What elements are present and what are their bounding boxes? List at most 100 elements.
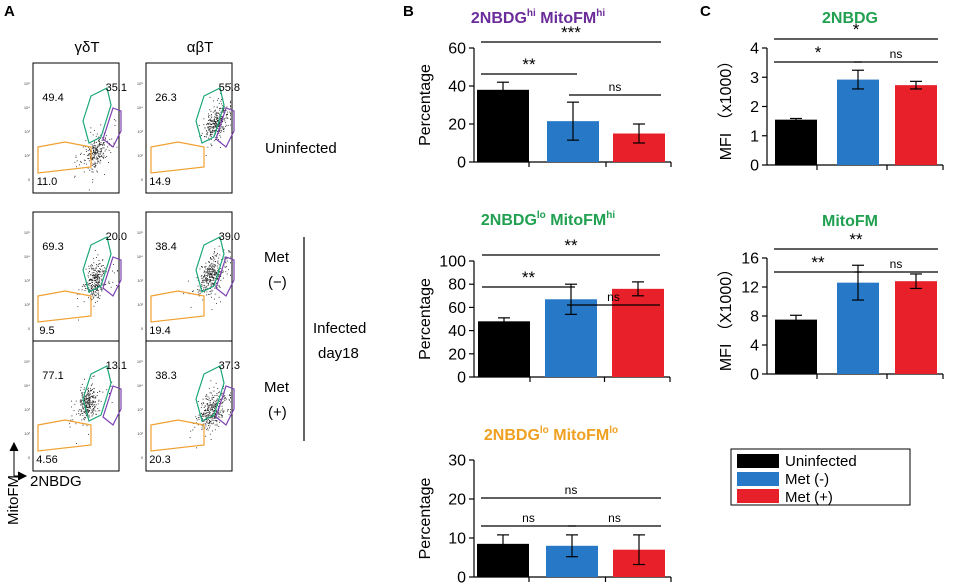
- error-bar: [497, 534, 509, 554]
- row-label-infected-1: Infected: [313, 320, 366, 337]
- tick-label: 10²: [24, 431, 30, 436]
- gate-purple: [215, 107, 235, 148]
- chart-title: 2NBDGhi MitoFMhi: [471, 8, 605, 27]
- y-tick-label: 30: [448, 453, 466, 470]
- gate-orange: [37, 141, 92, 174]
- y-tick-label: 1: [750, 128, 759, 145]
- pct-green: 38.4: [155, 241, 176, 253]
- y-tick-label: 60: [448, 300, 466, 317]
- gate-green: [82, 236, 112, 293]
- tick-label: 10⁴: [137, 254, 143, 259]
- plot-frame: [145, 340, 233, 472]
- pct-orange: 4.56: [36, 454, 57, 466]
- significance-label: **: [811, 253, 825, 272]
- pct-purple: 39.0: [219, 231, 240, 243]
- significance-label: ns: [607, 290, 620, 304]
- y-tick-label: 40: [448, 323, 466, 340]
- gate-orange: [37, 419, 92, 452]
- pct-orange: 19.4: [149, 325, 170, 337]
- error-bar: [632, 281, 644, 297]
- y-tick-label: 10: [448, 531, 466, 548]
- tick-label: 10⁴: [137, 383, 143, 388]
- tick-label: 0: [141, 455, 144, 460]
- legend-swatch-uninfected: [737, 454, 779, 468]
- chart-title: 2NBDG: [822, 10, 878, 27]
- title-main: 2NBDG: [822, 10, 878, 27]
- dots: [69, 375, 113, 444]
- gate-orange: [150, 290, 205, 323]
- gate-purple: [102, 385, 122, 426]
- title-sup: lo: [537, 210, 546, 221]
- y-tick-label: 20: [448, 117, 466, 134]
- y-axis-label: MFI （X1000）: [717, 261, 735, 371]
- bar: [477, 89, 529, 162]
- legend-swatch-met-minus: [737, 472, 779, 486]
- y-axis-label: MFI （x1000）: [717, 53, 735, 161]
- title-sup: hi: [596, 8, 605, 19]
- title-mid: MitoFM: [549, 427, 609, 444]
- tick-label: 10³: [137, 129, 143, 134]
- significance-label: ns: [890, 257, 903, 271]
- y-tick-label: 20: [448, 346, 466, 363]
- gate-green: [195, 87, 225, 144]
- gate-green: [195, 236, 225, 293]
- chart-title: 2NBDGlo MitoFMlo: [484, 425, 618, 444]
- gate-orange: [37, 290, 92, 323]
- y-tick-label: 100: [439, 254, 466, 271]
- gate-purple: [102, 256, 122, 297]
- y-tick-label: 4: [750, 41, 759, 58]
- legend: Uninfected Met (-) Met (+): [730, 448, 911, 506]
- significance-label: *: [815, 43, 822, 62]
- bar: [478, 321, 530, 377]
- tick-label: 10³: [24, 278, 30, 283]
- pct-purple: 13.1: [106, 360, 127, 372]
- flow-plot: 10⁵ 10⁴ 10³ 10² 0 69.3 20.0 9.5: [24, 211, 127, 343]
- tick-label: 10⁴: [24, 254, 30, 259]
- y-tick-label: 8: [750, 309, 759, 326]
- axis-label-2nbdg: 2NBDG: [30, 473, 82, 490]
- significance-label: **: [564, 236, 578, 255]
- error-bar: [852, 69, 864, 90]
- error-bar: [498, 317, 510, 326]
- pct-purple: 35.1: [106, 82, 127, 94]
- row-label-met-minus-1: Met: [264, 249, 290, 266]
- plot-frame: [32, 211, 120, 343]
- tick-label: 10³: [24, 129, 30, 134]
- tick-label: 10²: [137, 431, 143, 436]
- error-bar: [910, 80, 922, 90]
- tick-label: 10⁵: [137, 81, 143, 86]
- plot-frame: [32, 62, 120, 194]
- row-label-infected-2: day18: [318, 345, 359, 362]
- tick-label: 0: [28, 455, 31, 460]
- row-label-met-plus-1: Met: [264, 379, 290, 396]
- plot-frame: [32, 340, 120, 472]
- pct-orange: 9.5: [39, 325, 54, 337]
- error-bar: [633, 123, 645, 144]
- panel-label-b: B: [403, 3, 414, 20]
- error-bar: [497, 81, 509, 99]
- tick-label: 10²: [24, 153, 30, 158]
- y-axis-label: Percentage: [417, 64, 434, 146]
- gate-purple: [102, 107, 122, 148]
- title-main: 2NBDG: [481, 212, 537, 229]
- gate-orange: [150, 419, 205, 452]
- tick-label: 10⁴: [24, 383, 30, 388]
- significance-label: ns: [522, 511, 535, 525]
- tick-label: 0: [141, 326, 144, 331]
- y-tick-label: 3: [750, 70, 759, 87]
- panel-label-c: C: [700, 3, 711, 20]
- title-sup: lo: [609, 425, 618, 436]
- pct-orange: 14.9: [149, 176, 170, 188]
- gate-orange: [150, 141, 205, 174]
- pct-green: 49.4: [42, 92, 63, 104]
- bar: [612, 288, 664, 377]
- y-tick-label: 0: [750, 367, 759, 384]
- significance-label: **: [522, 55, 536, 74]
- error-bar: [565, 283, 577, 315]
- panel-label-a: A: [4, 3, 15, 20]
- bar: [895, 281, 937, 374]
- significance-label: ns: [608, 511, 621, 525]
- bar: [837, 79, 879, 165]
- legend-label-uninfected: Uninfected: [785, 453, 857, 470]
